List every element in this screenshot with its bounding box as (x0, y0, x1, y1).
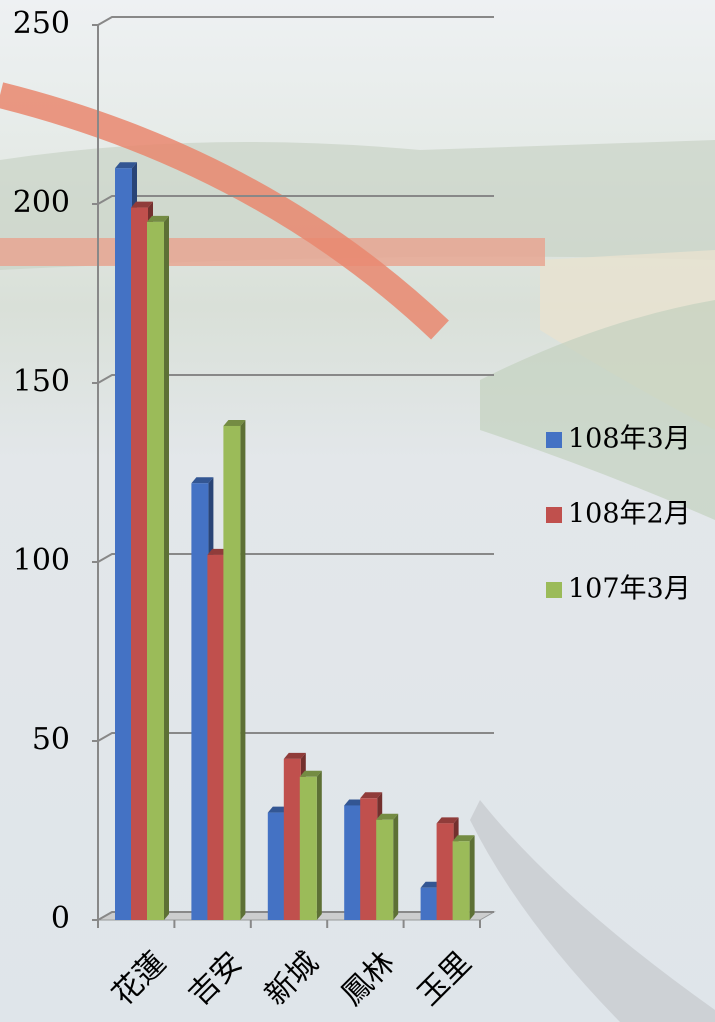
bar-side (240, 420, 245, 920)
bar (453, 841, 470, 920)
legend-label: 108年2月 (568, 499, 691, 530)
bar (147, 222, 164, 920)
bar (344, 805, 361, 920)
legend-swatch (546, 432, 562, 448)
chart: 050100150200250花蓮吉安新城鳳林玉里 108年3月108年2月10… (0, 0, 715, 1022)
legend-swatch (546, 507, 562, 523)
legend-swatch (546, 582, 562, 598)
bar-side (470, 835, 475, 920)
bar (376, 820, 393, 920)
bar (115, 168, 132, 920)
y-tick-label: 200 (13, 185, 70, 220)
bar-side (164, 216, 169, 920)
bar-side (393, 814, 398, 920)
bar (207, 555, 224, 920)
y-tick-label: 250 (13, 6, 70, 41)
legend-label: 108年3月 (568, 424, 691, 455)
y-tick-label: 50 (32, 722, 70, 757)
bar (284, 759, 301, 920)
bar (268, 813, 285, 920)
y-tick-label: 100 (13, 543, 70, 578)
y-tick-label: 0 (51, 901, 70, 936)
bar-side (317, 771, 322, 920)
bar (421, 888, 438, 920)
bar (131, 208, 148, 920)
bar (223, 426, 240, 920)
bar (300, 777, 317, 920)
bar (360, 798, 377, 920)
legend-label: 107年3月 (568, 574, 691, 605)
bar (191, 483, 208, 920)
bar (437, 823, 454, 920)
legend: 108年3月 108年2月 107年3月 (546, 424, 691, 605)
y-tick-label: 150 (13, 364, 70, 399)
